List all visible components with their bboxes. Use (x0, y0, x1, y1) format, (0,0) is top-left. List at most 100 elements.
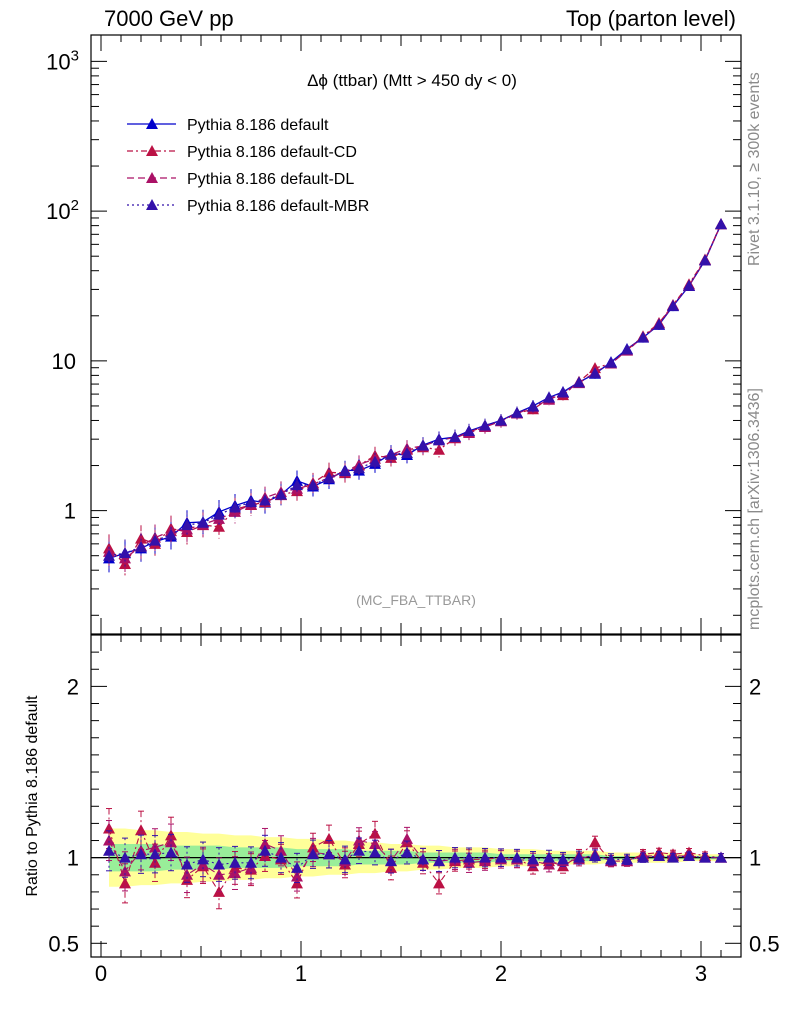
ratio-series-marker-2 (449, 851, 461, 863)
header-energy-label: 7000 GeV pp (104, 6, 234, 31)
series-marker-3 (653, 318, 665, 330)
x-tick-label: 3 (695, 961, 707, 986)
ratio-series-marker-2 (667, 851, 679, 863)
ratio-series-marker-2 (589, 849, 601, 861)
ratio-series-marker-1 (369, 837, 381, 849)
series-marker-3 (401, 447, 413, 459)
ratio-series-marker-2 (715, 851, 727, 863)
ratio-series-marker-1 (353, 834, 365, 846)
ratio-frame (90, 634, 742, 958)
ratio-y-tick-label-right: 0.5 (749, 931, 780, 956)
legend-label-2: Pythia 8.186 default-DL (187, 171, 354, 188)
series-marker-3 (621, 343, 633, 355)
series-marker-3 (213, 508, 225, 520)
series-marker-3 (385, 448, 397, 460)
series-line-0 (108, 223, 722, 559)
series-marker-3 (229, 501, 241, 513)
legend-marker-3 (146, 199, 158, 210)
ratio-plot-area: 0 1 2 3 0.5 0.5 1 1 2 2 Ratio to Pythia 8.186 defa… (24, 634, 780, 986)
main-title: Δϕ (ttbar) (Mtt > 450 dy < 0) (307, 71, 517, 90)
series-marker-3 (699, 254, 711, 266)
ratio-series-marker-1 (275, 844, 287, 856)
series-marker-3 (291, 479, 303, 491)
series-marker-3 (353, 462, 365, 474)
ratio-series-marker-2 (433, 855, 445, 867)
legend-label-1: Pythia 8.186 default-CD (187, 144, 357, 161)
ratio-series-line-1 (108, 837, 721, 878)
ratio-series-marker-2 (495, 851, 507, 863)
series-marker-3 (479, 419, 491, 431)
series-marker-3 (543, 391, 555, 403)
ratio-series-marker-2 (197, 853, 209, 865)
ratio-y-tick-label-left: 0.5 (48, 931, 79, 956)
ratio-series-marker-2 (229, 856, 241, 868)
ratio-series-marker-2 (621, 853, 633, 865)
ratio-series-line-2 (108, 850, 721, 869)
series-marker-1 (433, 443, 445, 455)
series-marker-3 (275, 488, 287, 500)
series-marker-3 (417, 439, 429, 451)
series-marker-3 (119, 547, 131, 559)
ratio-series-marker-2 (245, 856, 257, 868)
series-marker-3 (245, 496, 257, 508)
ratio-series-marker-2 (463, 851, 475, 863)
watermark-label: (MC_FBA_TTBAR) (356, 592, 476, 608)
ratio-series-marker-2 (103, 844, 115, 856)
main-y-tick-label: 10 (52, 349, 76, 374)
series-line-2 (108, 224, 722, 560)
series-marker-3 (433, 434, 445, 446)
ratio-series-marker-2 (323, 848, 335, 860)
ratio-series-marker-0 (385, 861, 397, 873)
ratio-series-marker-0 (589, 836, 601, 848)
series-marker-3 (605, 356, 617, 368)
ratio-series-marker-1 (543, 858, 555, 870)
series-marker-3 (527, 400, 539, 412)
series-marker-3 (683, 279, 695, 291)
series-marker-3 (165, 528, 177, 540)
ratio-y-tick-label-left: 2 (67, 674, 79, 699)
x-tick-label: 1 (295, 961, 307, 986)
ratio-series-marker-2 (149, 848, 161, 860)
ratio-series-marker-0 (119, 877, 131, 889)
ratio-series-marker-2 (213, 858, 225, 870)
series-marker-3 (449, 431, 461, 443)
series-marker-3 (369, 455, 381, 467)
ratio-series-marker-1 (181, 868, 193, 880)
series-marker-3 (307, 479, 319, 491)
legend-marker-1 (146, 145, 158, 156)
ratio-series-marker-2 (401, 846, 413, 858)
ratio-series-marker-2 (369, 846, 381, 858)
ratio-series-marker-2 (307, 848, 319, 860)
ratio-series-marker-2 (339, 853, 351, 865)
legend-marker-2 (146, 172, 158, 183)
ratio-series-marker-2 (527, 853, 539, 865)
series-marker-3 (511, 406, 523, 418)
ratio-series-marker-2 (291, 861, 303, 873)
ratio-series-marker-2 (699, 851, 711, 863)
main-frame (90, 34, 742, 635)
ratio-y-tick-label-right: 2 (749, 674, 761, 699)
series-marker-3 (573, 376, 585, 388)
ratio-series-marker-2 (259, 844, 271, 856)
series-line-3 (108, 223, 722, 557)
series-marker-3 (135, 541, 147, 553)
main-plot-area: 1 10 102 103 Δϕ (ttbar) (Mtt > 450 dy < 0) (M… (46, 34, 742, 635)
ratio-series-marker-2 (417, 853, 429, 865)
ratio-series-marker-2 (605, 853, 617, 865)
series-marker-1 (119, 558, 131, 570)
ratio-series-marker-2 (637, 851, 649, 863)
legend-marker-0 (146, 118, 158, 129)
series-line-1 (108, 223, 722, 566)
series-marker-3 (149, 534, 161, 546)
ratio-series-marker-2 (353, 844, 365, 856)
legend-label-0: Pythia 8.186 default (187, 117, 329, 134)
ratio-series-marker-0 (323, 832, 335, 844)
series-marker-3 (557, 386, 569, 398)
ratio-y-axis-label: Ratio to Pythia 8.186 default (24, 695, 41, 897)
ratio-series-marker-1 (165, 836, 177, 848)
series-marker-3 (103, 549, 115, 561)
ratio-series-marker-2 (653, 849, 665, 861)
series-marker-3 (463, 425, 475, 437)
series-marker-3 (181, 519, 193, 531)
